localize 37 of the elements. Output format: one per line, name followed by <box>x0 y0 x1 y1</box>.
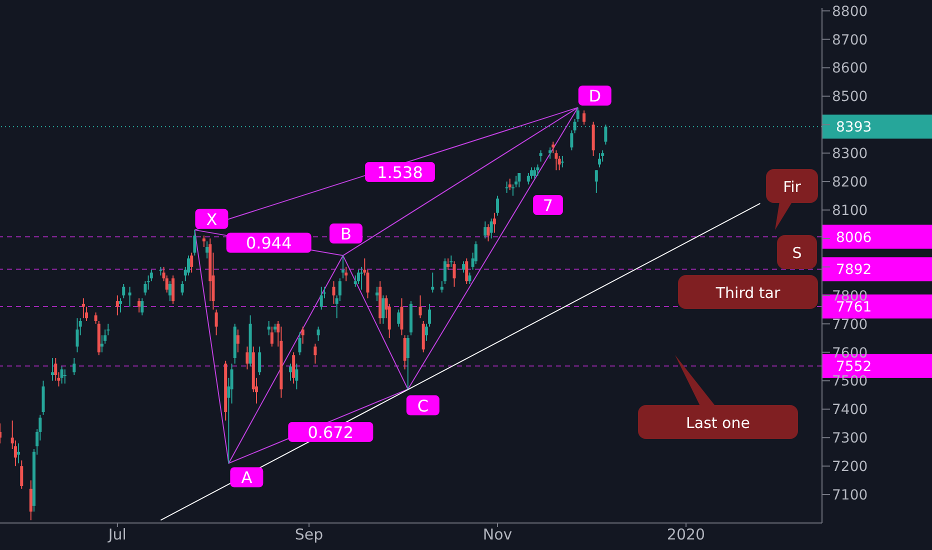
y-tick-label: 7400 <box>832 402 868 418</box>
x-tick-label: Nov <box>482 526 512 544</box>
y-tick-label: 8700 <box>832 32 868 48</box>
annotation: 7 <box>542 196 554 215</box>
annotation: X <box>206 210 218 229</box>
y-tick-label: 8500 <box>832 89 868 106</box>
annotation: 1.538 <box>377 163 423 182</box>
speech-bubble: S <box>777 235 817 269</box>
annotation: S <box>792 244 802 262</box>
y-tick-label: 8100 <box>832 202 868 219</box>
x-tick-label: Jul <box>107 526 126 544</box>
annotation: 0.944 <box>246 234 292 253</box>
annotation: Fir <box>783 178 802 196</box>
annotation: D <box>588 86 602 106</box>
y-tick-label: 7700 <box>832 316 868 333</box>
speech-bubble: Third tar <box>678 275 818 309</box>
ref-line-label: 7892 <box>836 262 872 278</box>
y-tick-label: 7200 <box>832 459 868 476</box>
annotation: A <box>241 468 252 488</box>
annotation: Third tar <box>714 284 781 302</box>
y-tick-label: 7500 <box>832 374 868 390</box>
x-tick-label: Sep <box>294 526 324 544</box>
y-tick-label: 8200 <box>832 174 868 191</box>
annotation: 0.672 <box>308 422 354 442</box>
ref-line-label: 7552 <box>836 358 872 375</box>
x-tick-label: 2020 <box>666 526 706 544</box>
annotation: B <box>340 224 352 244</box>
annotation: Last one <box>686 414 750 432</box>
ref-line-label: 8006 <box>836 230 872 246</box>
y-tick-label: 8600 <box>832 60 868 77</box>
speech-bubble: Last one <box>638 355 798 439</box>
ref-line-label: 8393 <box>836 120 872 136</box>
y-tick-label: 7100 <box>832 488 868 504</box>
y-tick-label: 8300 <box>832 146 868 162</box>
y-tick-label: 7300 <box>832 430 868 447</box>
annotation: C <box>417 396 428 416</box>
y-tick-label: 8800 <box>832 4 868 20</box>
